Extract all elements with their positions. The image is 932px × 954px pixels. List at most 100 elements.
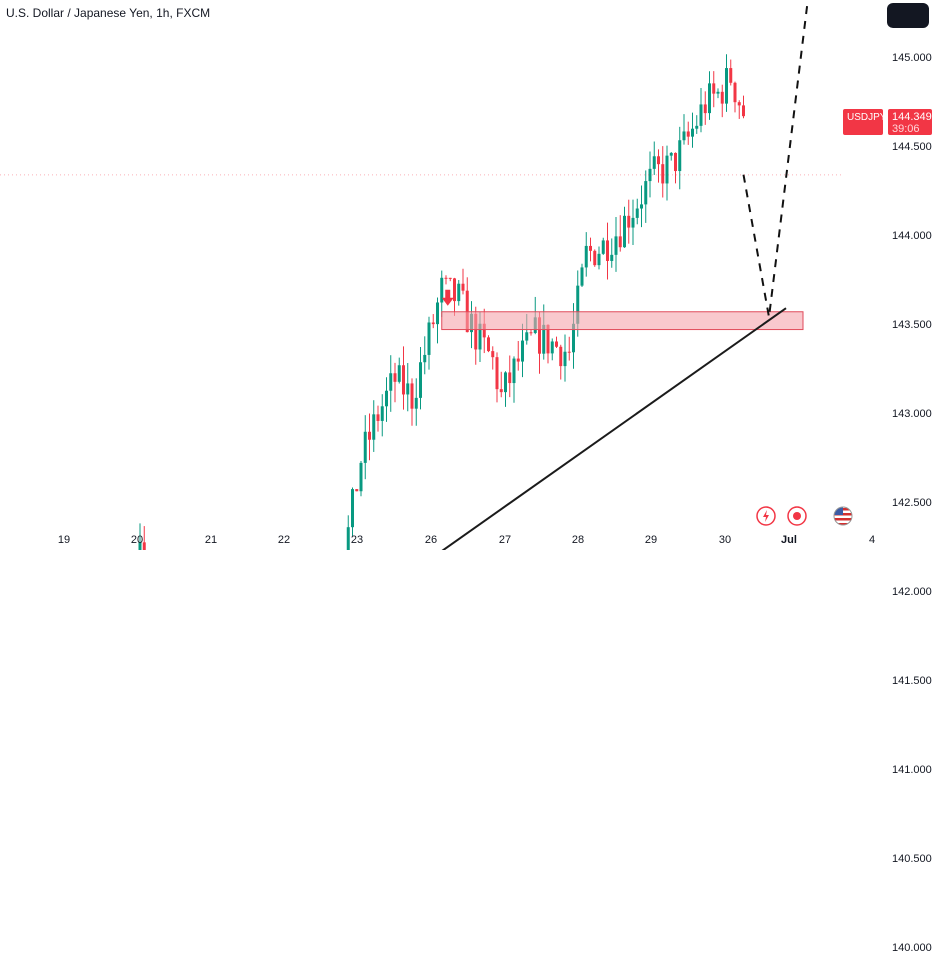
candle-body xyxy=(669,152,673,156)
candle-body xyxy=(635,208,639,218)
candle-body xyxy=(351,489,354,528)
candle-body xyxy=(614,236,618,255)
down-arrow-icon xyxy=(441,289,454,306)
y-tick-label: 142.000 xyxy=(892,586,932,598)
candle-body xyxy=(661,164,665,184)
candle-body xyxy=(516,358,520,362)
lightning-icon[interactable] xyxy=(755,505,777,527)
candle-body xyxy=(559,346,563,367)
candle-body xyxy=(385,390,388,407)
top-right-button[interactable] xyxy=(887,3,929,28)
y-tick-label: 143.000 xyxy=(892,408,932,420)
candle-body xyxy=(725,68,728,104)
candle-body xyxy=(589,245,592,251)
candle-body xyxy=(606,240,609,261)
candle-body xyxy=(546,324,550,354)
x-tick-label: 4 xyxy=(868,534,876,546)
candle-body xyxy=(525,332,529,341)
candle-body xyxy=(691,128,694,137)
candle-body xyxy=(376,414,380,421)
candle-body xyxy=(580,267,584,286)
candle-body xyxy=(457,283,461,302)
candle-body xyxy=(563,351,567,367)
candle-body xyxy=(686,131,690,137)
candle-body xyxy=(461,283,465,291)
candle-body xyxy=(733,82,737,103)
candle-body xyxy=(499,389,503,393)
projection-path xyxy=(742,0,809,318)
candle-body xyxy=(665,155,669,184)
candle-body xyxy=(576,285,580,324)
x-tick-label: 29 xyxy=(644,534,658,546)
candle-body xyxy=(495,357,499,390)
x-tick-label: 21 xyxy=(204,534,218,546)
y-tick-label: 141.500 xyxy=(892,675,932,687)
candle-body xyxy=(737,102,741,106)
candle-body xyxy=(597,253,601,266)
bar-countdown: 39:06 xyxy=(892,123,920,135)
y-tick-label: 143.500 xyxy=(892,319,932,331)
candle-body xyxy=(406,383,410,395)
candle-body xyxy=(440,277,444,303)
x-tick-label: 20 xyxy=(130,534,144,546)
candle-body xyxy=(142,542,146,550)
candle-body xyxy=(584,245,588,268)
candle-body xyxy=(538,317,541,354)
x-tick-label: 30 xyxy=(718,534,732,546)
y-tick-label: 145.000 xyxy=(892,52,932,64)
candle-body xyxy=(431,322,435,325)
candle-body xyxy=(627,215,631,228)
candle-body xyxy=(712,83,716,94)
symbol-tag: USDJPY xyxy=(843,109,886,135)
candle-body xyxy=(529,332,533,334)
candle-body xyxy=(436,302,439,325)
candle-body xyxy=(346,527,350,550)
candle-body xyxy=(419,362,422,398)
candle-body xyxy=(572,323,575,353)
candle-body xyxy=(674,152,677,172)
candle-body xyxy=(368,431,371,440)
us-flag-icon[interactable] xyxy=(832,505,854,527)
candle-body xyxy=(508,372,512,384)
candle-body xyxy=(380,406,384,421)
candle-body xyxy=(695,125,699,129)
candle-body xyxy=(512,358,516,384)
candle-body xyxy=(487,337,490,352)
current-price-box: 144.349 39:06 xyxy=(888,109,932,135)
record-icon[interactable] xyxy=(786,505,808,527)
candle-body xyxy=(593,250,597,266)
candle-body xyxy=(623,215,626,248)
current-price: 144.349 xyxy=(892,111,932,123)
candle-body xyxy=(631,217,635,228)
candle-body xyxy=(682,131,686,141)
candle-body xyxy=(703,104,707,114)
x-tick-label: 28 xyxy=(571,534,585,546)
candle-body xyxy=(521,340,524,362)
candle-body xyxy=(389,373,393,391)
candle-body xyxy=(423,354,427,363)
candle-body xyxy=(444,277,448,279)
x-tick-label: 22 xyxy=(277,534,291,546)
candle-body xyxy=(720,91,724,104)
candle-body xyxy=(448,277,452,279)
candle-body xyxy=(729,68,733,83)
candle-body xyxy=(550,341,554,354)
candle-body xyxy=(393,373,397,382)
x-tick-label: 26 xyxy=(424,534,438,546)
x-tick-label: 23 xyxy=(350,534,364,546)
y-tick-label: 144.500 xyxy=(892,141,932,153)
y-tick-label: 141.000 xyxy=(892,764,932,776)
candle-body xyxy=(657,156,660,165)
candle-body xyxy=(652,156,656,169)
candle-body xyxy=(618,236,622,248)
chart-canvas xyxy=(0,0,843,550)
x-tick-label: 19 xyxy=(57,534,71,546)
candle-body xyxy=(678,140,682,172)
candle-body xyxy=(491,351,495,358)
candle-body xyxy=(410,383,414,409)
chart-title: U.S. Dollar / Japanese Yen, 1h, FXCM xyxy=(6,6,211,20)
y-tick-label: 140.000 xyxy=(892,942,932,954)
candle-body xyxy=(648,168,652,182)
candle-body xyxy=(453,278,456,302)
candle-body xyxy=(478,323,482,350)
